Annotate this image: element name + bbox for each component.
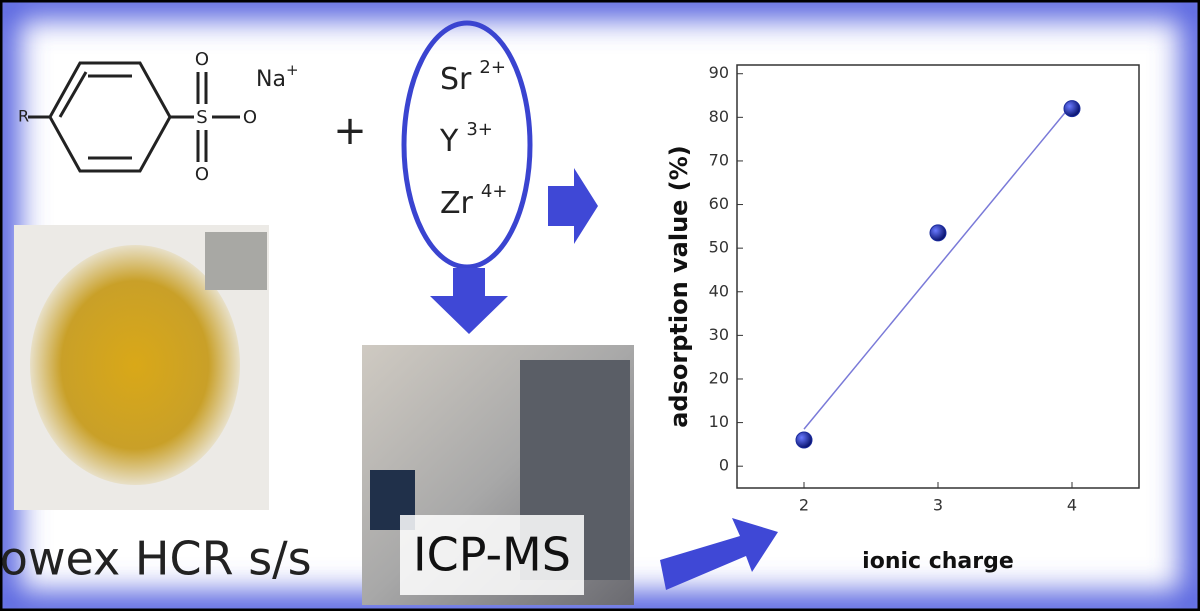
- point: [795, 431, 813, 449]
- ion-symbol: Zr: [440, 186, 474, 221]
- resin-inset: [205, 232, 267, 290]
- y-tick-label: 90: [709, 63, 729, 82]
- y-tick-label: 0: [719, 456, 729, 475]
- instrument-label: ICP-MS: [413, 528, 571, 582]
- ion-charge: 3+: [466, 119, 493, 140]
- ion: Sr 2+: [440, 57, 506, 97]
- ion: Y 3+: [439, 119, 493, 159]
- x-axis-title: ionic charge: [862, 549, 1014, 574]
- y-tick-label: 50: [709, 238, 729, 257]
- point: [929, 224, 947, 242]
- atom: O: [195, 164, 209, 185]
- point: [1063, 100, 1081, 118]
- arrow: [430, 268, 508, 334]
- x-tick-label: 4: [1067, 496, 1077, 515]
- y-tick-label: 40: [709, 281, 729, 300]
- cation-symbol: Na: [256, 67, 286, 92]
- y-tick-label: 80: [709, 107, 729, 126]
- atom: S: [196, 107, 207, 128]
- arrow: [660, 518, 778, 590]
- atom: O: [243, 107, 257, 128]
- structure: [28, 61, 240, 173]
- trendline: [803, 103, 1073, 430]
- ion-charge: 2+: [479, 57, 506, 78]
- r-group: R: [18, 107, 29, 126]
- ion-symbol: Y: [439, 124, 459, 159]
- resin-pile: [30, 245, 240, 485]
- ion: Zr 4+: [440, 181, 507, 221]
- cation-charge: +: [286, 61, 299, 79]
- ion-ellipse: [401, 20, 533, 270]
- resin-label: Dowex HCR s/s: [0, 532, 312, 586]
- y-tick-label: 20: [709, 368, 729, 387]
- y-axis-title: adsorption value (%): [665, 145, 693, 428]
- plus: +: [333, 108, 367, 154]
- y-tick-label: 70: [709, 150, 729, 169]
- chart: 0 10 20 30 40 50 60 70 80 90 2 3 4 ionic charge adsorp…: [665, 63, 1140, 574]
- y-tick-label: 10: [709, 412, 729, 431]
- x-tick-label: 2: [799, 496, 809, 515]
- y-tick-label: 30: [709, 325, 729, 344]
- ion-charge: 4+: [481, 181, 508, 202]
- y-tick-label: 60: [709, 194, 729, 213]
- ions: Sr 2+ Y 3+ Zr 4+: [439, 57, 507, 221]
- ion-symbol: Sr: [440, 62, 472, 97]
- arrow: [548, 168, 598, 244]
- atom: O: [195, 49, 209, 70]
- label-box: [400, 515, 584, 595]
- cation: Na+: [256, 61, 299, 93]
- x-tick-label: 3: [933, 496, 943, 515]
